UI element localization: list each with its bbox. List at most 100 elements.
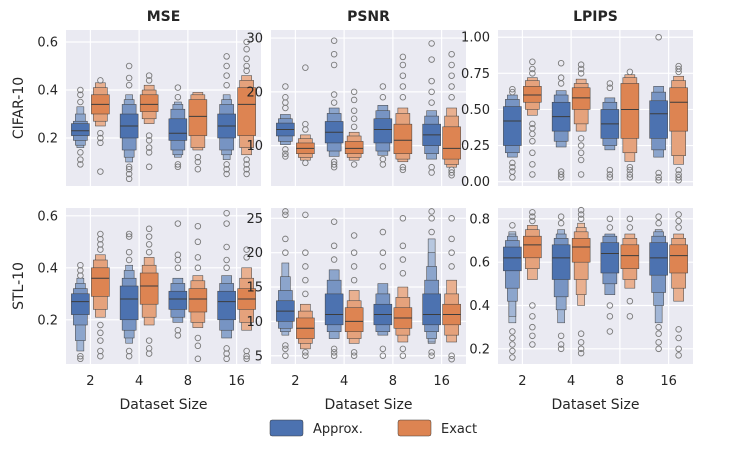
outlier-point: [399, 163, 407, 171]
boxen-approx-4: [324, 37, 344, 171]
outlier-point: [350, 232, 358, 239]
outlier-point: [675, 174, 682, 181]
boxen-exact-2: [91, 230, 110, 360]
outlier-point: [675, 352, 682, 359]
outlier-point: [330, 218, 338, 225]
y-tick-label: 15: [246, 281, 263, 296]
outlier-point: [125, 175, 133, 183]
outlier-point: [399, 166, 407, 174]
outlier-point: [448, 166, 455, 174]
outlier-point: [655, 339, 662, 346]
outlier-point: [302, 349, 309, 356]
panel-title: MSE: [147, 9, 181, 25]
boxen-approx-4: [324, 218, 344, 360]
outlier-point: [428, 40, 435, 47]
outlier-point: [223, 53, 230, 60]
outlier-point: [399, 61, 407, 69]
y-axis-label: STL-10: [11, 262, 27, 310]
boxen-iqr-box: [237, 87, 256, 136]
outlier-point: [509, 85, 516, 93]
outlier-point: [350, 161, 358, 168]
outlier-point: [282, 83, 289, 90]
outlier-point: [282, 93, 289, 101]
boxen-exact-16: [237, 246, 256, 363]
outlier-point: [557, 74, 565, 81]
outlier-point: [379, 263, 387, 270]
outlier-point: [577, 149, 585, 157]
outlier-point: [529, 137, 536, 145]
outlier-point: [223, 161, 230, 168]
outlier-point: [302, 120, 309, 128]
outlier-point: [675, 62, 682, 70]
outlier-point: [626, 171, 634, 178]
y-tick-label: 0.75: [461, 67, 490, 82]
boxen-iqr-box: [620, 83, 640, 139]
y-tick-label: 0.00: [461, 175, 490, 190]
outlier-point: [557, 219, 565, 227]
boxen-approx-16: [422, 40, 441, 176]
outlier-point: [145, 132, 153, 139]
outlier-point: [529, 302, 536, 309]
outlier-point: [194, 264, 202, 272]
outlier-point: [626, 163, 634, 171]
outlier-point: [577, 211, 585, 218]
y-tick-label: 10: [246, 315, 263, 330]
outlier-point: [243, 165, 250, 173]
boxen-iqr-box: [71, 123, 90, 136]
outlier-point: [675, 334, 682, 342]
outlier-point: [655, 345, 662, 353]
y-tick-label: 0.2: [37, 132, 58, 147]
y-tick-label: 5: [255, 349, 263, 364]
outlier-point: [529, 313, 536, 320]
outlier-point: [350, 123, 358, 131]
y-tick-label: 0.8: [469, 212, 490, 227]
outlier-point: [577, 135, 585, 142]
outlier-point: [97, 337, 104, 344]
boxen-iqr-box: [324, 293, 344, 326]
outlier-point: [428, 56, 435, 63]
y-tick-label: 0.50: [461, 103, 490, 118]
outlier-point: [145, 225, 153, 233]
outlier-point: [174, 161, 182, 168]
outlier-point: [77, 355, 84, 363]
boxen-approx-2: [503, 222, 522, 361]
outlier-point: [330, 158, 338, 166]
y-tick-label: 30: [246, 32, 263, 47]
outlier-point: [379, 249, 387, 256]
boxen-iqr-box: [600, 242, 620, 274]
boxen-iqr-box: [393, 123, 413, 154]
outlier-point: [194, 238, 202, 246]
boxen-exact-8: [188, 92, 208, 173]
outlier-point: [125, 62, 133, 70]
panel-r1c0: 0.2 0.4 0.6 2 4 8 16 Dataset Size STL-10: [11, 208, 261, 413]
outlier-point: [448, 83, 455, 90]
boxen-iqr-box: [188, 99, 208, 136]
outlier-point: [577, 65, 585, 73]
boxen-approx-4: [119, 62, 139, 183]
outlier-point: [223, 81, 230, 89]
outlier-point: [448, 235, 455, 243]
outlier-point: [509, 163, 516, 171]
outlier-point: [606, 224, 614, 231]
boxen-exact-8: [393, 215, 413, 360]
outlier-point: [606, 171, 614, 178]
outlier-point: [125, 170, 133, 178]
boxen-approx-16: [649, 213, 668, 353]
panel-background: [271, 30, 466, 186]
outlier-point: [243, 62, 250, 70]
boxen-exact-16: [237, 38, 256, 178]
outlier-point: [243, 156, 250, 163]
outlier-point: [330, 161, 338, 168]
outlier-point: [350, 115, 358, 123]
outlier-point: [125, 233, 133, 240]
outlier-point: [379, 228, 387, 236]
boxen-approx-16: [217, 53, 236, 178]
boxen-iqr-box: [344, 141, 364, 154]
outlier-point: [223, 165, 230, 173]
outlier-point: [97, 230, 104, 238]
boxen-approx-8: [168, 220, 188, 339]
outlier-point: [145, 241, 153, 248]
outlier-point: [125, 230, 133, 238]
x-tick-label: 8: [184, 374, 192, 389]
outlier-point: [194, 254, 202, 261]
